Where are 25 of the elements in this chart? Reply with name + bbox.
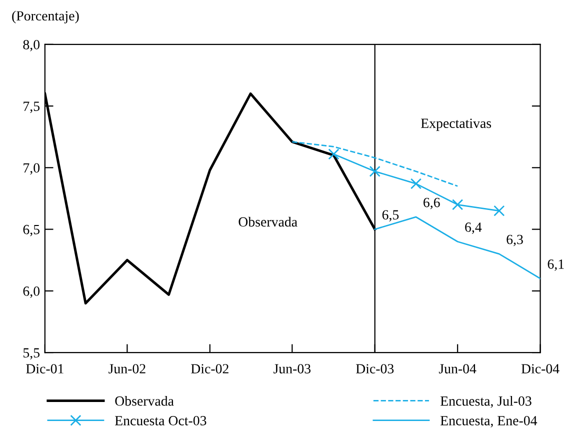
legend-label: Encuesta, Ene-04 (440, 416, 538, 428)
x-tick-label: Jun-04 (438, 364, 476, 374)
y-tick-label: 7,0 (24, 163, 40, 175)
x-tick-label: Jun-02 (108, 364, 146, 374)
annotation: Observada (238, 216, 298, 227)
annotation: Expectativas (420, 118, 492, 131)
legend-label: Encuesta, Jul-03 (440, 396, 532, 408)
x-tick-label: Dic-04 (521, 364, 560, 374)
y-axis-title: (Porcentaje) (12, 10, 79, 24)
data-label: 6,6 (424, 198, 440, 210)
x-tick-label: Dic-02 (191, 364, 228, 374)
data-label: 6,5 (382, 210, 399, 222)
data-label: 6,4 (465, 222, 482, 234)
legend-label: Encuesta Oct-03 (114, 416, 206, 426)
data-label: 6,1 (548, 260, 564, 271)
y-tick-label: 5,5 (24, 348, 40, 360)
x-tick-label: Dic-03 (356, 364, 394, 374)
y-tick-label: 8,0 (23, 40, 40, 52)
data-label: 6,3 (506, 234, 523, 246)
y-tick-label: 7,5 (24, 102, 40, 113)
y-tick-label: 6,0 (23, 286, 40, 298)
x-tick-label: Jun-03 (274, 364, 311, 374)
x-tick-label: Dic-01 (26, 364, 64, 374)
y-tick-label: 6,5 (23, 224, 40, 236)
legend-label: Observada (115, 396, 174, 406)
